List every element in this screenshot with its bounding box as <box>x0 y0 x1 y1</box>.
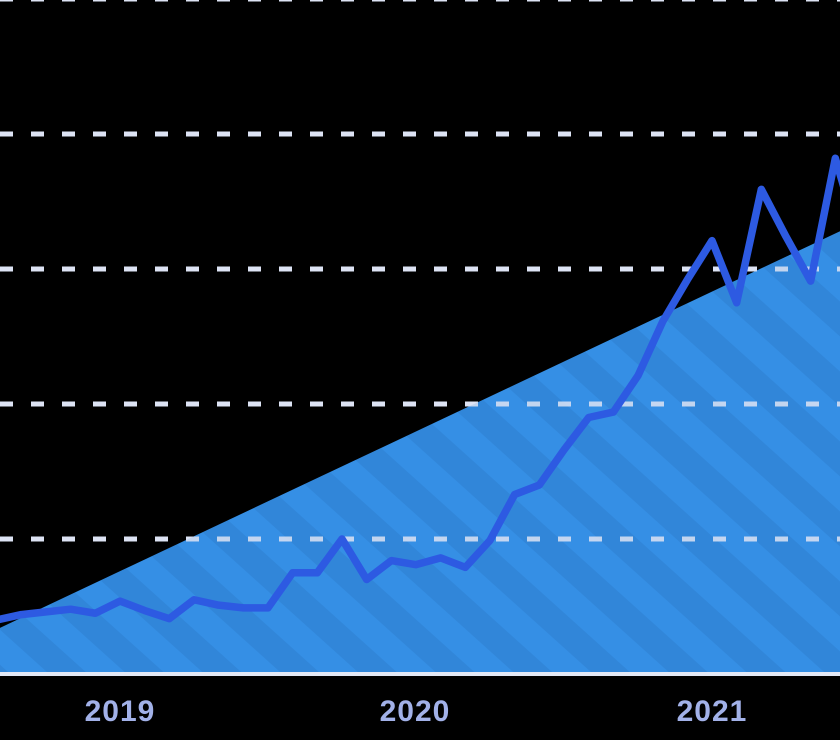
value-line <box>0 154 840 624</box>
x-axis-tick-labels: 2019 2020 2021 <box>85 695 748 728</box>
x-tick-label: 2019 <box>85 695 156 728</box>
x-tick-label: 2020 <box>380 695 451 728</box>
line-series <box>0 154 840 624</box>
growth-area-stripes <box>0 231 840 672</box>
x-tick-label: 2021 <box>677 695 748 728</box>
area-series <box>0 231 840 672</box>
